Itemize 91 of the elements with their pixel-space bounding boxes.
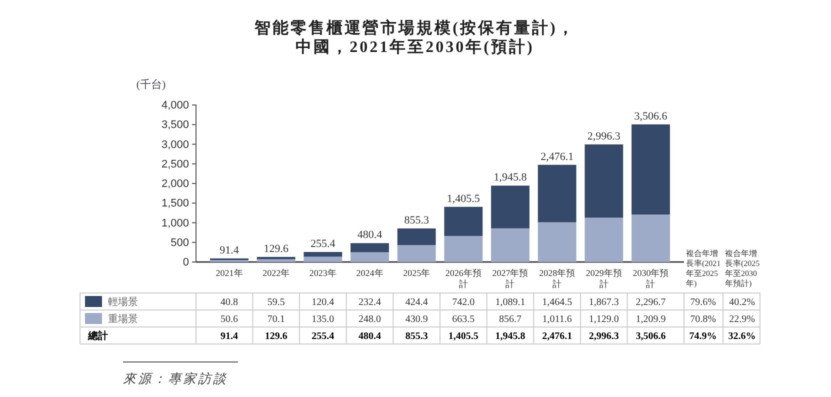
bar	[304, 256, 342, 262]
text: 32.6%	[728, 331, 756, 342]
x-tick-label: 2021年	[216, 268, 243, 278]
y-tick-label: 3,000	[161, 138, 189, 151]
data-label: 1,209.9	[636, 314, 666, 325]
bar	[491, 186, 530, 228]
bar	[350, 243, 389, 252]
bar	[491, 228, 530, 262]
total-label: 91.4	[220, 244, 240, 256]
total-label: 2,476.1	[540, 150, 574, 163]
data-label: 50.6	[220, 314, 238, 325]
text: 2,996.3	[588, 331, 619, 342]
chart-title: 智能零售櫃運營市場規模(按保有量計)，	[254, 19, 576, 37]
data-label: 1,867.3	[588, 297, 619, 308]
text: 255.4	[312, 331, 334, 342]
text: 480.4	[358, 331, 381, 342]
data-label: 232.4	[358, 297, 381, 308]
data-label: 70.1	[267, 314, 285, 325]
x-tick-label: 2023年	[309, 268, 336, 278]
data-label: 424.4	[405, 297, 428, 308]
text: 70.8%	[690, 314, 716, 325]
text: 3,506.6	[636, 331, 666, 342]
bar	[397, 228, 436, 246]
total-label: 129.6	[264, 242, 289, 255]
x-tick-label: 2027年預計	[492, 268, 528, 289]
x-tick-label: 2026年預計	[445, 268, 482, 289]
y-tick-label: 4,000	[161, 100, 189, 112]
y-axis-title: (千台)	[136, 78, 166, 91]
x-tick-label: 2024年	[356, 268, 384, 278]
text: 來源：專家訪談	[123, 371, 228, 386]
bar	[632, 124, 670, 215]
x-tick-label: 2025年	[403, 268, 430, 278]
bar	[397, 245, 436, 262]
bar	[584, 144, 624, 218]
data-label: 1,089.1	[495, 297, 526, 308]
text: 1,945.8	[495, 331, 526, 342]
data-label: 248.0	[358, 314, 381, 325]
total-label: 1,945.8	[494, 172, 528, 184]
y-tick-label: 2,000	[161, 178, 189, 190]
data-label: 742.0	[452, 297, 475, 308]
text: 複合年增長率(2025年至2030年預計)	[725, 249, 760, 288]
data-label: 856.7	[499, 314, 522, 325]
total-label: 255.4	[310, 238, 336, 250]
bar	[538, 164, 576, 222]
data-label: 120.4	[312, 297, 334, 308]
data-label: 430.9	[405, 314, 428, 325]
data-label: 1,129.0	[588, 314, 619, 325]
x-tick-label: 2022年	[262, 268, 290, 278]
x-tick-label: 2030年預計	[632, 268, 669, 289]
data-label: 1,464.5	[542, 297, 572, 308]
y-tick-label: 2,500	[161, 158, 189, 170]
y-tick-label: 500	[170, 236, 189, 249]
data-label: 2,296.7	[636, 297, 666, 308]
legend-label: 重場景	[108, 313, 138, 325]
data-label: 135.0	[312, 314, 334, 325]
bar	[632, 214, 670, 262]
y-tick-label: 1,500	[161, 198, 189, 210]
y-tick-label: 0	[182, 256, 189, 269]
x-tick-label: 2028年預計	[539, 268, 576, 289]
y-tick-label: 3,500	[161, 119, 189, 132]
total-label: 855.3	[404, 214, 430, 226]
total-label: 480.4	[357, 229, 383, 242]
text: 91.4	[220, 331, 238, 342]
bar	[538, 222, 576, 262]
text: 74.9%	[689, 331, 717, 342]
data-label: 40.8	[220, 297, 238, 308]
total-label: 1,405.5	[446, 192, 480, 205]
text: 40.2%	[729, 297, 755, 308]
x-tick-label: 2029年預計	[586, 268, 622, 289]
data-label: 59.5	[267, 297, 285, 308]
text: 855.3	[405, 331, 428, 342]
y-tick-label: 1,000	[161, 217, 189, 230]
bar	[350, 252, 389, 262]
chart-subtitle: 中國，2021年至2030年(預計)	[296, 38, 534, 56]
data-label: 1,011.6	[542, 314, 572, 325]
text: 複合年增長率(2021年至2025年)	[686, 249, 721, 288]
text: 22.9%	[729, 314, 755, 325]
data-label: 663.5	[452, 314, 475, 325]
text: 2,476.1	[542, 331, 572, 342]
text: 79.6%	[690, 297, 716, 308]
bar	[444, 236, 483, 262]
legend-label: 輕場景	[108, 296, 138, 308]
bar	[304, 252, 342, 257]
bar	[444, 206, 483, 236]
text: 總計	[87, 330, 108, 342]
text: 129.6	[264, 331, 288, 342]
total-label: 3,506.6	[634, 110, 668, 122]
bar	[584, 218, 624, 262]
bar	[256, 259, 296, 262]
total-label: 2,996.3	[587, 130, 621, 142]
text: 1,405.5	[448, 331, 478, 342]
